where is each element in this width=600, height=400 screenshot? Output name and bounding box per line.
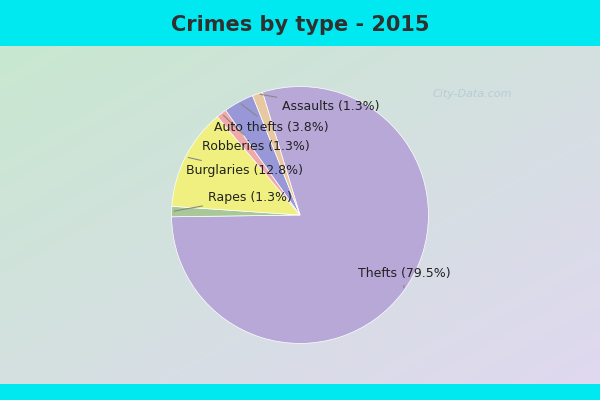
Wedge shape [217,110,300,215]
Wedge shape [172,206,300,217]
Wedge shape [172,117,300,215]
Text: Thefts (79.5%): Thefts (79.5%) [358,267,451,288]
Text: Robberies (1.3%): Robberies (1.3%) [202,115,309,152]
Text: Rapes (1.3%): Rapes (1.3%) [175,191,292,211]
Text: City-Data.com: City-Data.com [433,89,512,99]
Text: Assaults (1.3%): Assaults (1.3%) [260,94,380,113]
Wedge shape [172,86,428,344]
Text: Auto thefts (3.8%): Auto thefts (3.8%) [214,104,329,134]
Wedge shape [226,96,300,215]
Text: Burglaries (12.8%): Burglaries (12.8%) [186,158,303,177]
Text: Crimes by type - 2015: Crimes by type - 2015 [171,15,429,35]
Wedge shape [253,92,300,215]
